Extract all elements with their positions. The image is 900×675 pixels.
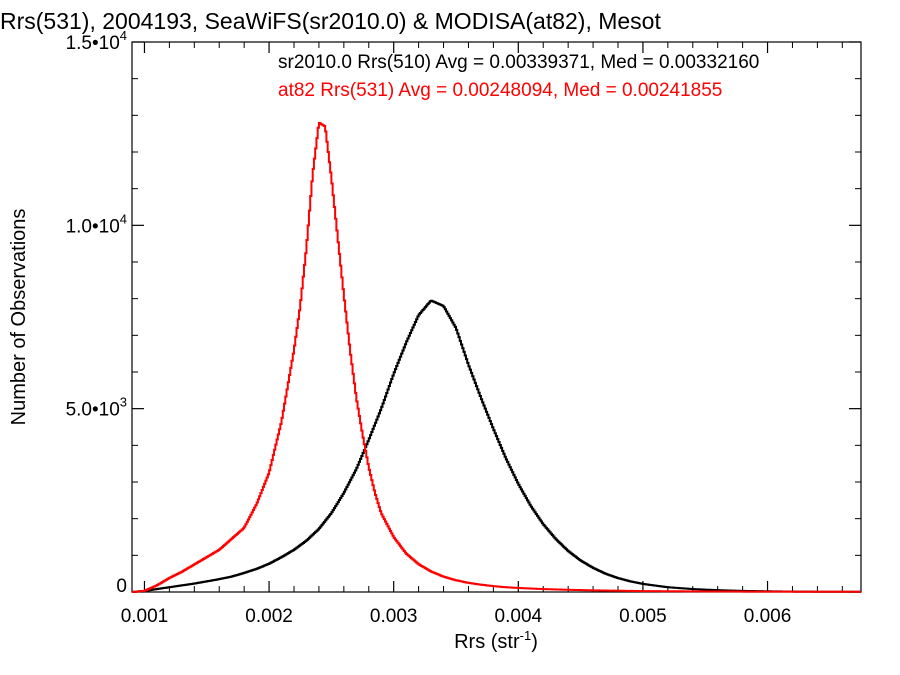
y-axis-label: Number of Observations: [8, 209, 30, 426]
x-axis-ticks: 0.001 0.002 0.003 0.004 0.005 0.006: [121, 42, 843, 627]
x-axis-label: Rrs (str-1): [454, 628, 538, 653]
chart-title: Rrs(531), 2004193, SeaWiFS(sr2010.0) & M…: [0, 8, 661, 34]
series-layer: [132, 122, 861, 593]
x-tick-label: 0.004: [495, 606, 543, 627]
x-tick-label: 0.002: [245, 606, 293, 627]
y-tick-label: 0: [116, 576, 127, 597]
x-tick-label: 0.005: [619, 606, 667, 627]
legend-entry-red: at82 Rrs(531) Avg = 0.00248094, Med = 0.…: [278, 80, 722, 101]
x-tick-label: 0.006: [744, 606, 792, 627]
series-line-0: [132, 299, 861, 593]
series-line-1: [132, 122, 861, 593]
y-tick-label: 1.0•104: [66, 211, 127, 237]
legend-entry-black: sr2010.0 Rrs(510) Avg = 0.00339371, Med …: [278, 52, 759, 73]
y-tick-label: 5.0•103: [66, 395, 127, 421]
x-tick-label: 0.003: [370, 606, 418, 627]
x-tick-label: 0.001: [121, 606, 169, 627]
y-tick-label: 1.5•104: [66, 28, 127, 54]
plot-frame: [131, 41, 862, 593]
y-axis-ticks: 0 5.0•103 1.0•104 1.5•104: [66, 28, 861, 597]
